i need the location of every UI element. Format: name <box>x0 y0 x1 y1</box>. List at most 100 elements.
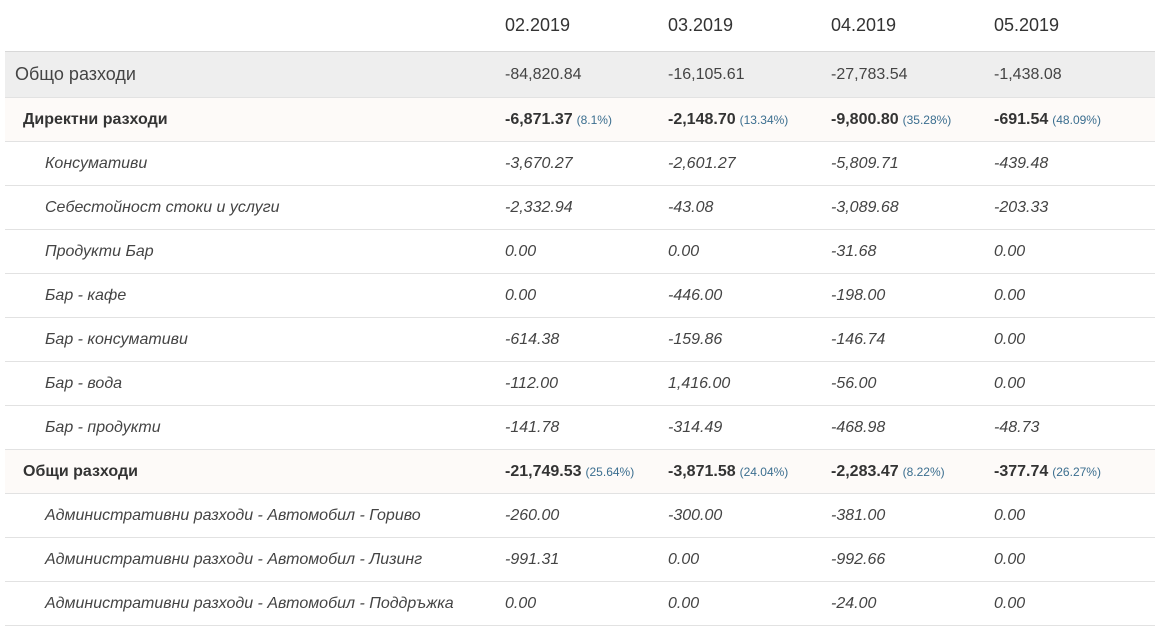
amount: -31.68 <box>831 242 877 260</box>
value-cell: -48.73 <box>994 406 1039 449</box>
value-cell: 0.00 <box>505 230 536 273</box>
value-cell: -146.74 <box>831 318 885 361</box>
row-label: Себестойност стоки и услуги <box>45 198 280 216</box>
amount: 0.00 <box>505 594 537 612</box>
value-cell: 0.00 <box>994 494 1025 537</box>
amount: -146.74 <box>831 330 886 348</box>
amount: -992.66 <box>831 550 886 568</box>
column-header[interactable]: 05.2019 <box>994 15 1060 35</box>
value-cell: 0.00 <box>505 274 536 317</box>
column-header[interactable]: 04.2019 <box>831 15 897 35</box>
row-label: Бар - продукти <box>45 418 161 436</box>
amount: -3,670.27 <box>505 154 573 172</box>
value-cell: 1,416.00 <box>668 362 730 405</box>
amount: -21,749.53 <box>505 462 582 480</box>
table-row: Себестойност стоки и услуги -2,332.94 -43.… <box>5 186 1155 230</box>
value-cell: 0.00 <box>668 538 699 581</box>
amount: -381.00 <box>831 506 886 524</box>
value-cell: -5,809.71 <box>831 142 899 185</box>
amount: -314.49 <box>668 418 723 436</box>
value-cell: -439.48 <box>994 142 1048 185</box>
row-label: Административни разходи - Автомобил - По… <box>45 594 454 612</box>
group-row[interactable]: Общи разходи -21,749.53 (25.64%) -3,871.58(… <box>5 450 1155 494</box>
value-cell: -24.00 <box>831 582 876 625</box>
percent-share: (8.22%) <box>902 464 945 479</box>
amount: 0.00 <box>994 286 1026 304</box>
row-label: Продукти Бар <box>45 242 154 260</box>
percent-share: (13.34%) <box>739 112 789 127</box>
total-row[interactable]: Общо разходи -84,820.84 -16,105.61 -27,783.… <box>5 52 1155 98</box>
table-row: Административни разходи - Автомобил - Ли… <box>5 538 1155 582</box>
value-cell: -377.74 (26.27%) <box>994 450 1101 493</box>
value-cell: -260.00 <box>505 494 559 537</box>
amount: -991.31 <box>505 550 560 568</box>
amount: -141.78 <box>505 418 560 436</box>
amount: -2,601.27 <box>668 154 736 172</box>
amount: -43.08 <box>668 198 714 216</box>
percent-share: (8.1%) <box>576 112 612 127</box>
row-label: Общо разходи <box>15 64 136 84</box>
value-cell: -6,871.37 (8.1%) <box>505 98 612 141</box>
row-label: Консумативи <box>45 154 148 172</box>
amount: -84,820.84 <box>505 65 582 83</box>
amount: 0.00 <box>668 550 700 568</box>
value-cell: -16,105.61 <box>668 52 745 97</box>
amount: 0.00 <box>668 242 700 260</box>
column-header[interactable]: 02.2019 <box>505 15 571 35</box>
amount: -27,783.54 <box>831 65 908 83</box>
value-cell: -2,148.70 (13.34%) <box>668 98 788 141</box>
amount: 1,416.00 <box>668 374 731 392</box>
value-cell: 0.00 <box>668 582 699 625</box>
amount: -112.00 <box>505 374 559 392</box>
amount: 0.00 <box>505 242 537 260</box>
amount: -6,871.37 <box>505 110 573 128</box>
table-row: Бар - вода -112.00 1,416.00 -56.00 0.00 <box>5 362 1155 406</box>
table-row: Консумативи -3,670.27 -2,601.27 -5,809.71 -4… <box>5 142 1155 186</box>
amount: -2,283.47 <box>831 462 899 480</box>
amount: 0.00 <box>994 594 1026 612</box>
value-cell: -9,800.80 (35.28%) <box>831 98 951 141</box>
amount: -56.00 <box>831 374 877 392</box>
value-cell: -3,089.68 <box>831 186 899 229</box>
amount: -16,105.61 <box>668 65 745 83</box>
value-cell: 0.00 <box>994 318 1025 361</box>
value-cell: -2,332.94 <box>505 186 573 229</box>
row-label: Бар - консумативи <box>45 330 188 348</box>
value-cell: 0.00 <box>994 362 1025 405</box>
value-cell: -159.86 <box>668 318 722 361</box>
group-row[interactable]: Директни разходи -6,871.37 (8.1%) -2,148.70… <box>5 98 1155 142</box>
value-cell: 0.00 <box>994 274 1025 317</box>
amount: -439.48 <box>994 154 1049 172</box>
amount: -3,089.68 <box>831 198 899 216</box>
expense-report-table: 02.2019 03.2019 04.2019 05.2019 Общо раз… <box>5 0 1155 626</box>
table-header-row: 02.2019 03.2019 04.2019 05.2019 <box>5 0 1155 52</box>
amount: -2,148.70 <box>668 110 736 128</box>
value-cell: -992.66 <box>831 538 885 581</box>
amount: -300.00 <box>668 506 723 524</box>
value-cell: -198.00 <box>831 274 885 317</box>
amount: 0.00 <box>994 374 1026 392</box>
value-cell: -31.68 <box>831 230 876 273</box>
percent-share: (24.04%) <box>739 464 789 479</box>
value-cell: -84,820.84 <box>505 52 582 97</box>
amount: -614.38 <box>505 330 560 348</box>
value-cell: -203.33 <box>994 186 1048 229</box>
percent-share: (48.09%) <box>1052 112 1101 127</box>
value-cell: -991.31 <box>505 538 559 581</box>
amount: -159.86 <box>668 330 723 348</box>
row-label: Бар - кафе <box>45 286 127 304</box>
amount: -377.74 <box>994 462 1049 480</box>
column-header[interactable]: 03.2019 <box>668 15 734 35</box>
value-cell: -2,601.27 <box>668 142 736 185</box>
row-label: Административни разходи - Автомобил - Ли… <box>45 550 423 568</box>
value-cell: -3,670.27 <box>505 142 573 185</box>
table-body: Общо разходи -84,820.84 -16,105.61 -27,783.… <box>5 52 1155 626</box>
row-label: Общи разходи <box>23 462 138 480</box>
amount: -2,332.94 <box>505 198 573 216</box>
amount: -48.73 <box>994 418 1040 436</box>
value-cell: -27,783.54 <box>831 52 908 97</box>
table-row: Продукти Бар 0.00 0.00 -31.68 0.00 <box>5 230 1155 274</box>
row-label: Директни разходи <box>23 110 168 128</box>
amount: 0.00 <box>994 242 1026 260</box>
percent-share: (25.64%) <box>585 464 635 479</box>
